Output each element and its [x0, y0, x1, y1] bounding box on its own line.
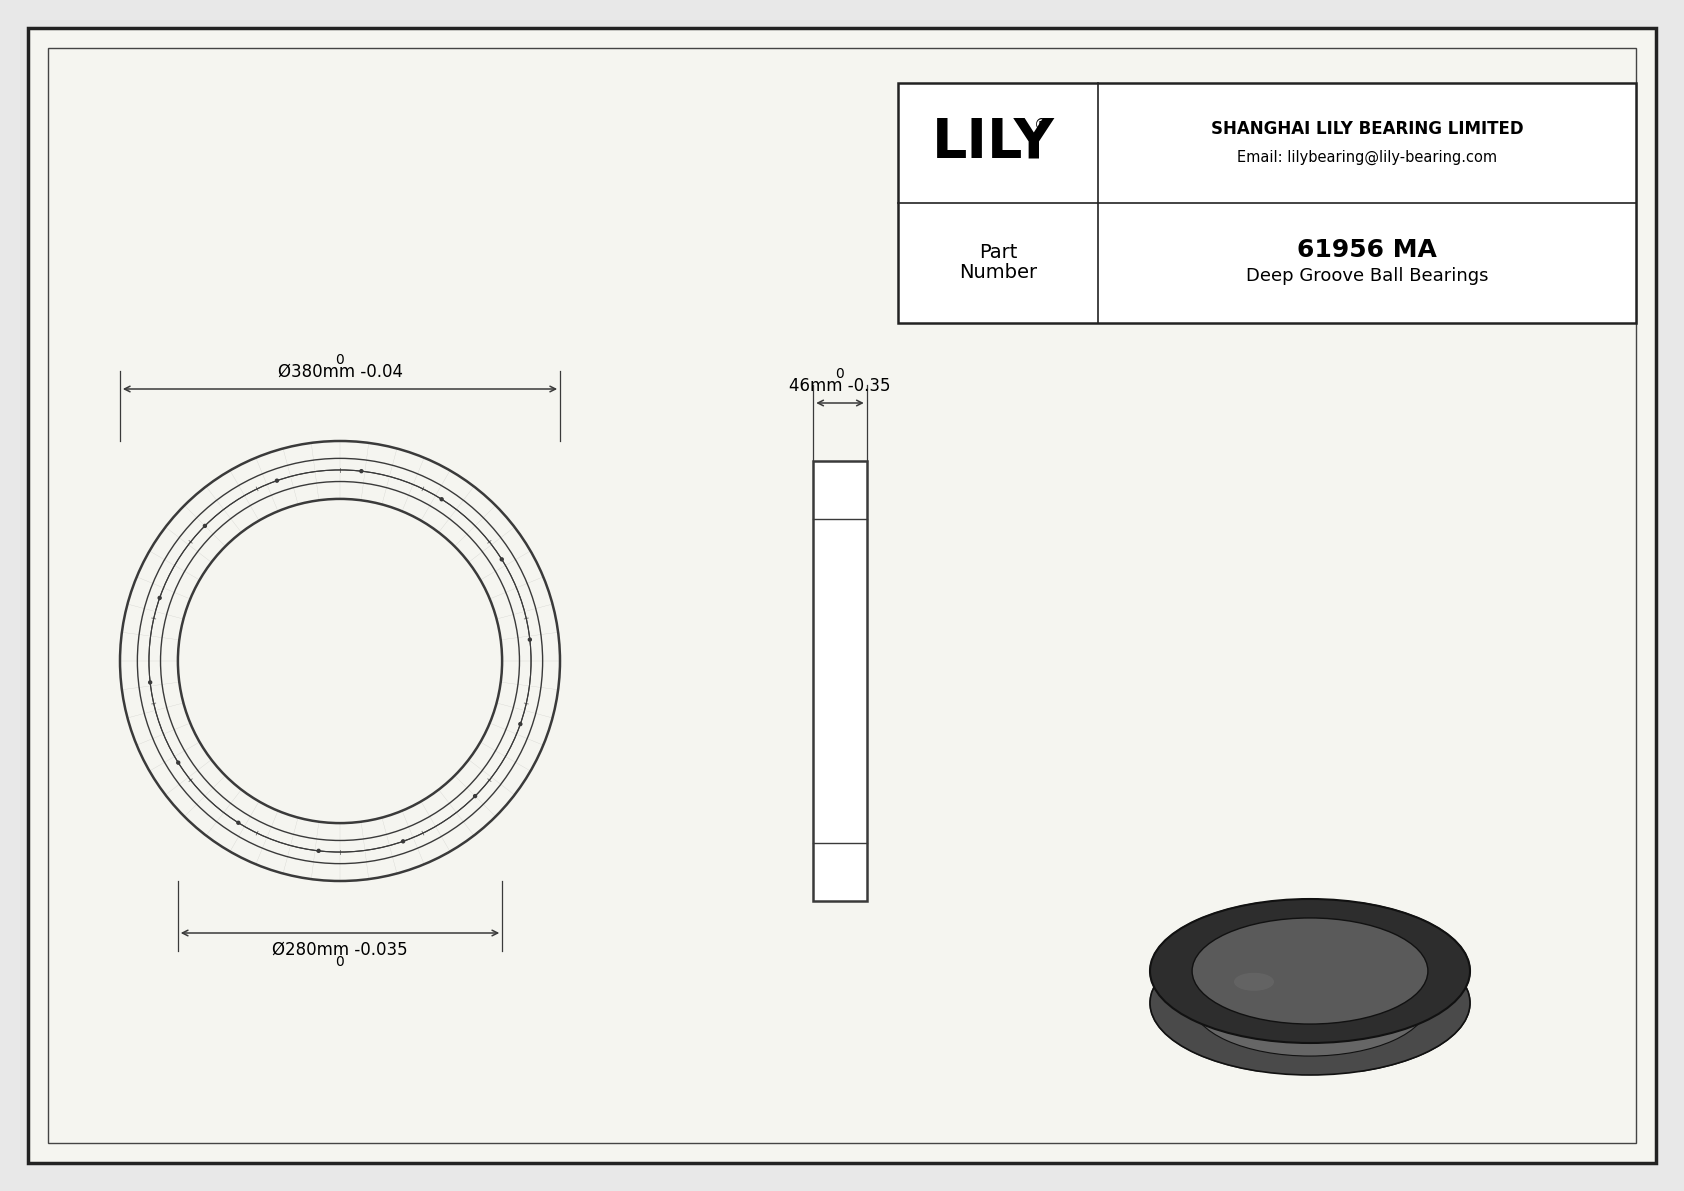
- Text: 0: 0: [335, 955, 344, 969]
- Text: Ø380mm -0.04: Ø380mm -0.04: [278, 363, 402, 381]
- Circle shape: [202, 524, 207, 528]
- Bar: [813, 461, 867, 519]
- Ellipse shape: [1150, 899, 1470, 1043]
- Ellipse shape: [1150, 931, 1470, 1075]
- Text: 61956 MA: 61956 MA: [1297, 238, 1436, 262]
- Circle shape: [274, 479, 280, 482]
- Polygon shape: [1150, 903, 1261, 1072]
- Circle shape: [236, 821, 241, 825]
- Text: 0: 0: [335, 353, 344, 367]
- Ellipse shape: [1192, 950, 1428, 1056]
- Circle shape: [440, 497, 445, 501]
- Circle shape: [148, 680, 152, 685]
- Circle shape: [519, 722, 522, 727]
- Text: Deep Groove Ball Bearings: Deep Groove Ball Bearings: [1246, 267, 1489, 285]
- Circle shape: [177, 760, 180, 765]
- Circle shape: [359, 469, 364, 473]
- Circle shape: [158, 596, 162, 600]
- Bar: [813, 843, 867, 902]
- Circle shape: [317, 849, 322, 853]
- Circle shape: [500, 557, 504, 561]
- Text: 46mm -0.35: 46mm -0.35: [790, 378, 891, 395]
- Text: ®: ®: [1034, 118, 1049, 132]
- Ellipse shape: [1234, 973, 1275, 991]
- Bar: [898, 83, 1635, 323]
- Text: SHANGHAI LILY BEARING LIMITED: SHANGHAI LILY BEARING LIMITED: [1211, 120, 1524, 138]
- Text: Number: Number: [958, 263, 1037, 282]
- Text: LILY: LILY: [931, 116, 1054, 170]
- Text: Email: lilybearing@lily-bearing.com: Email: lilybearing@lily-bearing.com: [1238, 149, 1497, 164]
- Text: Part: Part: [978, 243, 1017, 262]
- Circle shape: [527, 637, 532, 642]
- Text: 0: 0: [835, 367, 844, 381]
- Circle shape: [473, 794, 477, 798]
- Ellipse shape: [1192, 918, 1428, 1024]
- Polygon shape: [1359, 903, 1470, 1072]
- Circle shape: [401, 840, 406, 843]
- Bar: [813, 461, 867, 902]
- Text: Ø280mm -0.035: Ø280mm -0.035: [273, 941, 408, 959]
